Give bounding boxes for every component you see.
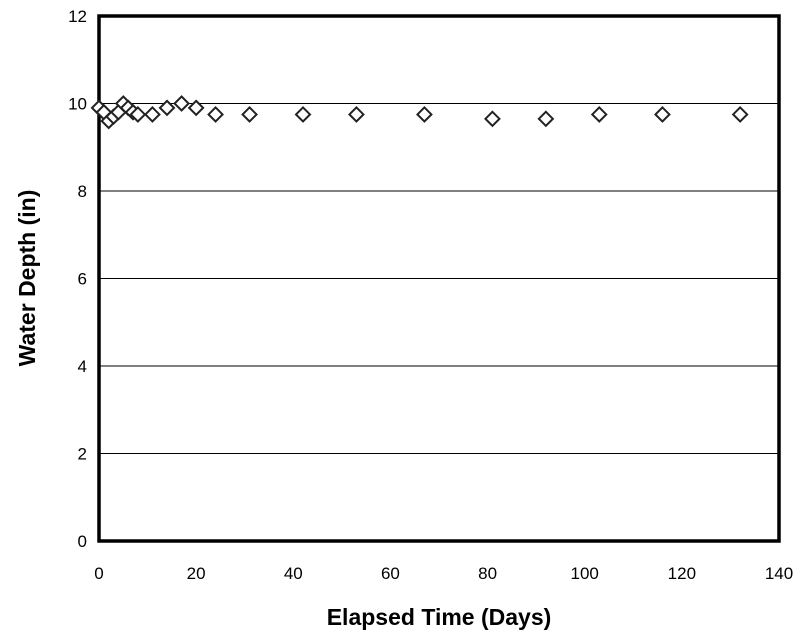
data-point	[144, 106, 161, 123]
data-point	[654, 106, 671, 123]
x-tick-label: 40	[284, 564, 303, 583]
x-tick-label: 140	[765, 564, 793, 583]
data-point	[241, 106, 258, 123]
x-tick-label: 120	[668, 564, 696, 583]
y-tick-label: 0	[78, 532, 87, 551]
y-axis-tick-labels: 0 2 4 6 8 10 12	[68, 7, 87, 551]
y-tick-label: 12	[68, 7, 87, 26]
y-tick-label: 6	[78, 270, 87, 289]
data-point	[158, 99, 176, 117]
y-tick-label: 2	[78, 445, 87, 464]
x-tick-label: 60	[381, 564, 400, 583]
data-point	[129, 106, 147, 123]
x-tick-label: 0	[94, 564, 103, 583]
x-tick-label: 20	[187, 564, 206, 583]
data-points	[90, 95, 749, 130]
y-tick-label: 10	[68, 95, 87, 114]
data-point	[294, 106, 312, 123]
data-point	[484, 110, 501, 128]
gridlines	[99, 103, 779, 454]
y-tick-label: 8	[78, 182, 87, 201]
data-point	[731, 106, 749, 123]
data-point	[590, 106, 608, 123]
data-point	[173, 95, 190, 112]
x-tick-label: 100	[571, 564, 599, 583]
x-tick-label: 80	[478, 564, 497, 583]
data-point	[187, 99, 205, 117]
y-tick-label: 4	[78, 357, 87, 376]
y-axis-title: Water Depth (in)	[14, 190, 40, 367]
data-point	[348, 106, 365, 123]
data-point	[207, 106, 224, 123]
data-point	[537, 110, 555, 128]
x-axis-title: Elapsed Time (Days)	[327, 604, 552, 630]
data-point	[416, 106, 433, 123]
x-axis-tick-labels: 0 20 40 60 80 100 120 140	[94, 564, 793, 583]
